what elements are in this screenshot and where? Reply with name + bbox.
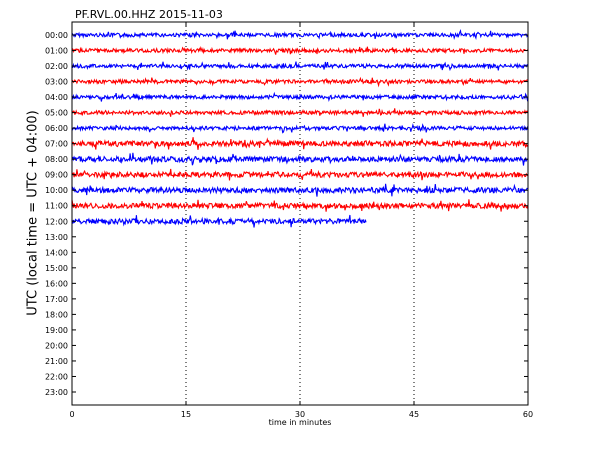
trace-1000 <box>71 183 528 197</box>
y-tick-label: 13:00 <box>45 233 68 242</box>
y-tick-label: 14:00 <box>45 248 68 257</box>
y-tick-label: 05:00 <box>45 109 68 118</box>
trace-0900 <box>71 168 529 181</box>
x-tick-label: 30 <box>295 410 305 419</box>
trace-1200 <box>71 214 367 228</box>
y-tick-label: 15:00 <box>45 264 68 273</box>
y-tick-label: 01:00 <box>45 47 68 56</box>
y-tick-label: 02:00 <box>45 62 68 71</box>
y-tick-label: 16:00 <box>45 279 68 288</box>
y-tick-label: 09:00 <box>45 171 68 180</box>
y-tick-label: 21:00 <box>45 357 68 366</box>
y-tick-label: 12:00 <box>45 217 68 226</box>
trace-0500 <box>71 108 529 117</box>
y-tick-label: 10:00 <box>45 186 68 195</box>
y-tick-label: 23:00 <box>45 388 68 397</box>
y-tick-label: 00:00 <box>45 31 68 40</box>
y-tick-label: 19:00 <box>45 326 68 335</box>
plot-frame <box>71 21 529 406</box>
x-tick-label: 60 <box>523 410 533 419</box>
y-tick-label: 17:00 <box>45 295 68 304</box>
trace-0100 <box>71 45 529 55</box>
y-tick-label: 08:00 <box>45 155 68 164</box>
trace-0800 <box>71 152 529 166</box>
trace-0200 <box>71 61 528 72</box>
chart-title: PF.RVL.00.HHZ 2015-11-03 <box>75 8 223 21</box>
y-tick-label: 07:00 <box>45 140 68 149</box>
x-tick-label: 15 <box>181 410 191 419</box>
trace-0300 <box>71 76 528 88</box>
trace-0000 <box>71 29 529 41</box>
y-tick-label: 03:00 <box>45 78 68 87</box>
y-tick-label: 18:00 <box>45 310 68 319</box>
y-tick-label: 04:00 <box>45 93 68 102</box>
y-tick-label: 20:00 <box>45 341 68 350</box>
y-tick-label: 06:00 <box>45 124 68 133</box>
x-tick-label: 0 <box>69 410 74 419</box>
y-tick-label: 22:00 <box>45 372 68 381</box>
trace-0400 <box>71 91 529 102</box>
x-axis-label: time in minutes <box>268 418 332 427</box>
x-tick-label: 45 <box>409 410 419 419</box>
trace-0700 <box>71 137 529 150</box>
y-tick-label: 11:00 <box>45 202 68 211</box>
trace-0600 <box>71 123 529 134</box>
trace-1100 <box>71 199 529 212</box>
